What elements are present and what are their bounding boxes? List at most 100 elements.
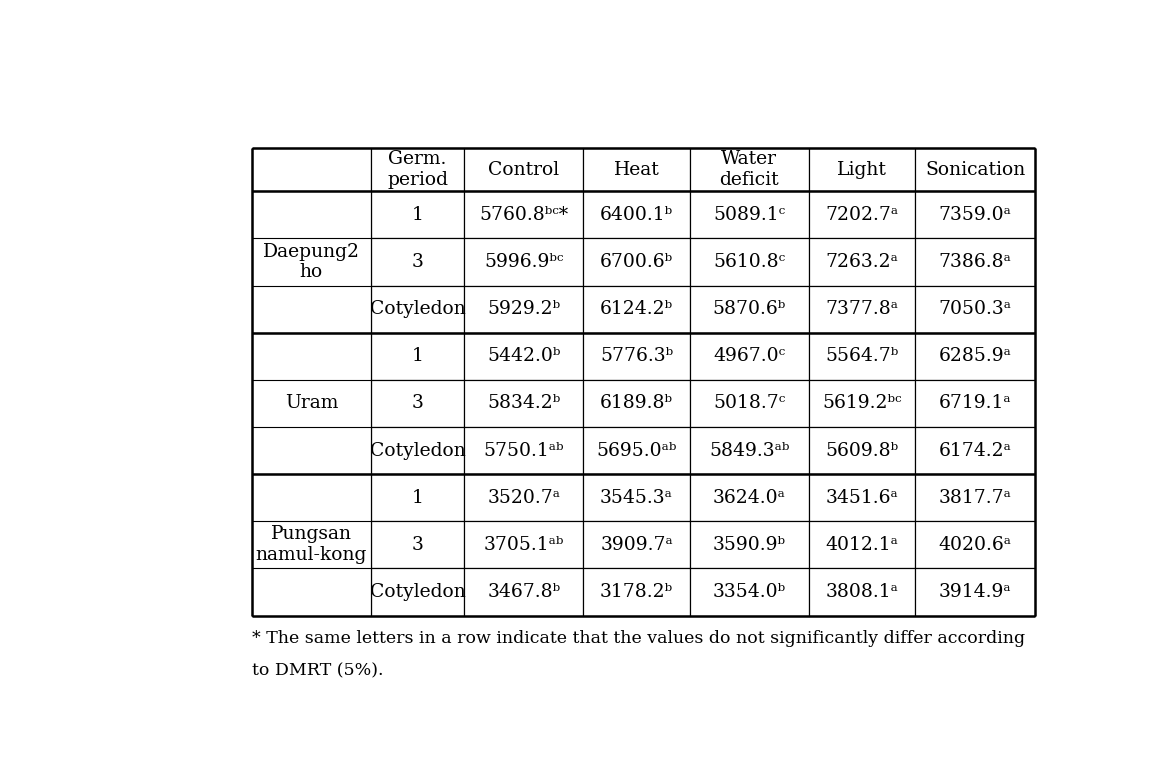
Bar xyxy=(915,568,1035,615)
Text: 6400.1ᵇ: 6400.1ᵇ xyxy=(600,206,673,224)
Text: Sonication: Sonication xyxy=(925,161,1025,179)
Bar xyxy=(915,333,1035,380)
Text: 7377.8ᵃ: 7377.8ᵃ xyxy=(826,300,899,318)
Bar xyxy=(464,521,584,568)
Text: 3467.8ᵇ: 3467.8ᵇ xyxy=(488,583,560,601)
Bar xyxy=(915,380,1035,427)
Bar xyxy=(584,238,690,286)
Bar xyxy=(371,286,464,333)
Text: 5564.7ᵇ: 5564.7ᵇ xyxy=(826,347,899,366)
Bar xyxy=(251,148,371,191)
Bar xyxy=(915,286,1035,333)
Bar xyxy=(371,238,464,286)
Text: 5760.8ᵇᶜ*: 5760.8ᵇᶜ* xyxy=(479,206,569,224)
Bar xyxy=(584,380,690,427)
Text: 6124.2ᵇ: 6124.2ᵇ xyxy=(600,300,673,318)
Text: 4012.1ᵃ: 4012.1ᵃ xyxy=(826,536,899,554)
Text: 5870.6ᵇ: 5870.6ᵇ xyxy=(713,300,786,318)
Text: 5609.8ᵇ: 5609.8ᵇ xyxy=(826,442,899,459)
Text: 4020.6ᵃ: 4020.6ᵃ xyxy=(939,536,1012,554)
Text: 5834.2ᵇ: 5834.2ᵇ xyxy=(488,395,560,412)
Text: 1: 1 xyxy=(411,488,423,507)
Bar xyxy=(251,474,371,615)
Bar xyxy=(584,474,690,521)
Bar xyxy=(915,521,1035,568)
Text: Light: Light xyxy=(838,161,887,179)
Bar xyxy=(810,148,915,191)
Bar xyxy=(810,521,915,568)
Text: 5695.0ᵃᵇ: 5695.0ᵃᵇ xyxy=(597,442,677,459)
Text: 1: 1 xyxy=(411,206,423,224)
Bar xyxy=(810,380,915,427)
Bar xyxy=(371,333,464,380)
Bar xyxy=(690,148,810,191)
Text: 7263.2ᵃ: 7263.2ᵃ xyxy=(826,253,899,271)
Bar xyxy=(371,474,464,521)
Text: Cotyledon: Cotyledon xyxy=(370,583,465,601)
Bar xyxy=(464,191,584,238)
Bar xyxy=(251,191,371,333)
Text: 5776.3ᵇ: 5776.3ᵇ xyxy=(600,347,673,366)
Bar xyxy=(810,191,915,238)
Bar xyxy=(690,521,810,568)
Text: 5610.8ᶜ: 5610.8ᶜ xyxy=(713,253,785,271)
Text: Control: Control xyxy=(488,161,559,179)
Bar xyxy=(464,568,584,615)
Bar xyxy=(464,380,584,427)
Bar xyxy=(690,474,810,521)
Text: * The same letters in a row indicate that the values do not significantly differ: * The same letters in a row indicate tha… xyxy=(251,631,1025,647)
Text: 5089.1ᶜ: 5089.1ᶜ xyxy=(713,206,785,224)
Text: 5619.2ᵇᶜ: 5619.2ᵇᶜ xyxy=(822,395,902,412)
Text: 5442.0ᵇ: 5442.0ᵇ xyxy=(486,347,560,366)
Text: 3520.7ᵃ: 3520.7ᵃ xyxy=(488,488,560,507)
Bar xyxy=(690,380,810,427)
Text: to DMRT (5%).: to DMRT (5%). xyxy=(251,663,383,680)
Bar xyxy=(371,191,464,238)
Text: 1: 1 xyxy=(411,347,423,366)
Text: 7050.3ᵃ: 7050.3ᵃ xyxy=(939,300,1012,318)
Text: 3354.0ᵇ: 3354.0ᵇ xyxy=(713,583,786,601)
Bar xyxy=(810,286,915,333)
Text: 4967.0ᶜ: 4967.0ᶜ xyxy=(713,347,785,366)
Text: 5929.2ᵇ: 5929.2ᵇ xyxy=(488,300,560,318)
Bar xyxy=(584,333,690,380)
Text: 6174.2ᵃ: 6174.2ᵃ xyxy=(939,442,1012,459)
Bar xyxy=(690,238,810,286)
Bar xyxy=(690,427,810,474)
Text: Heat: Heat xyxy=(613,161,659,179)
Text: 3: 3 xyxy=(411,253,423,271)
Bar xyxy=(584,427,690,474)
Text: 3: 3 xyxy=(411,536,423,554)
Bar xyxy=(584,286,690,333)
Bar xyxy=(810,238,915,286)
Bar xyxy=(915,474,1035,521)
Text: 5996.9ᵇᶜ: 5996.9ᵇᶜ xyxy=(484,253,563,271)
Text: 3808.1ᵃ: 3808.1ᵃ xyxy=(826,583,899,601)
Bar xyxy=(690,333,810,380)
Bar xyxy=(371,380,464,427)
Bar xyxy=(584,568,690,615)
Text: Cotyledon: Cotyledon xyxy=(370,442,465,459)
Bar xyxy=(371,427,464,474)
Text: 7359.0ᵃ: 7359.0ᵃ xyxy=(939,206,1012,224)
Bar xyxy=(584,148,690,191)
Text: 3914.9ᵃ: 3914.9ᵃ xyxy=(939,583,1012,601)
Bar xyxy=(371,148,464,191)
Text: 5849.3ᵃᵇ: 5849.3ᵃᵇ xyxy=(710,442,790,459)
Bar xyxy=(464,333,584,380)
Text: 3817.7ᵃ: 3817.7ᵃ xyxy=(939,488,1012,507)
Bar xyxy=(251,333,371,474)
Bar xyxy=(464,286,584,333)
Bar xyxy=(915,148,1035,191)
Text: 3624.0ᵃ: 3624.0ᵃ xyxy=(713,488,786,507)
Text: Water
deficit: Water deficit xyxy=(719,151,779,189)
Bar xyxy=(464,148,584,191)
Bar xyxy=(584,191,690,238)
Bar xyxy=(915,427,1035,474)
Text: 3590.9ᵇ: 3590.9ᵇ xyxy=(713,536,786,554)
Text: 7386.8ᵃ: 7386.8ᵃ xyxy=(939,253,1012,271)
Bar xyxy=(690,286,810,333)
Bar xyxy=(464,238,584,286)
Text: 5018.7ᶜ: 5018.7ᶜ xyxy=(713,395,785,412)
Bar xyxy=(371,568,464,615)
